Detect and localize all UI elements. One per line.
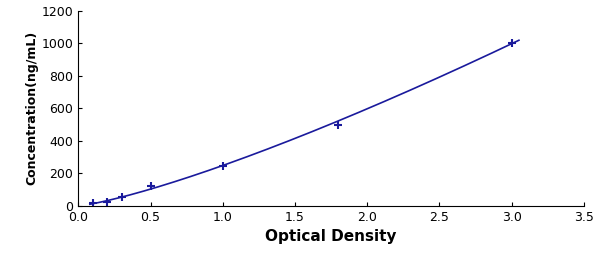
Y-axis label: Concentration(ng/mL): Concentration(ng/mL) bbox=[26, 31, 39, 185]
X-axis label: Optical Density: Optical Density bbox=[265, 229, 397, 244]
